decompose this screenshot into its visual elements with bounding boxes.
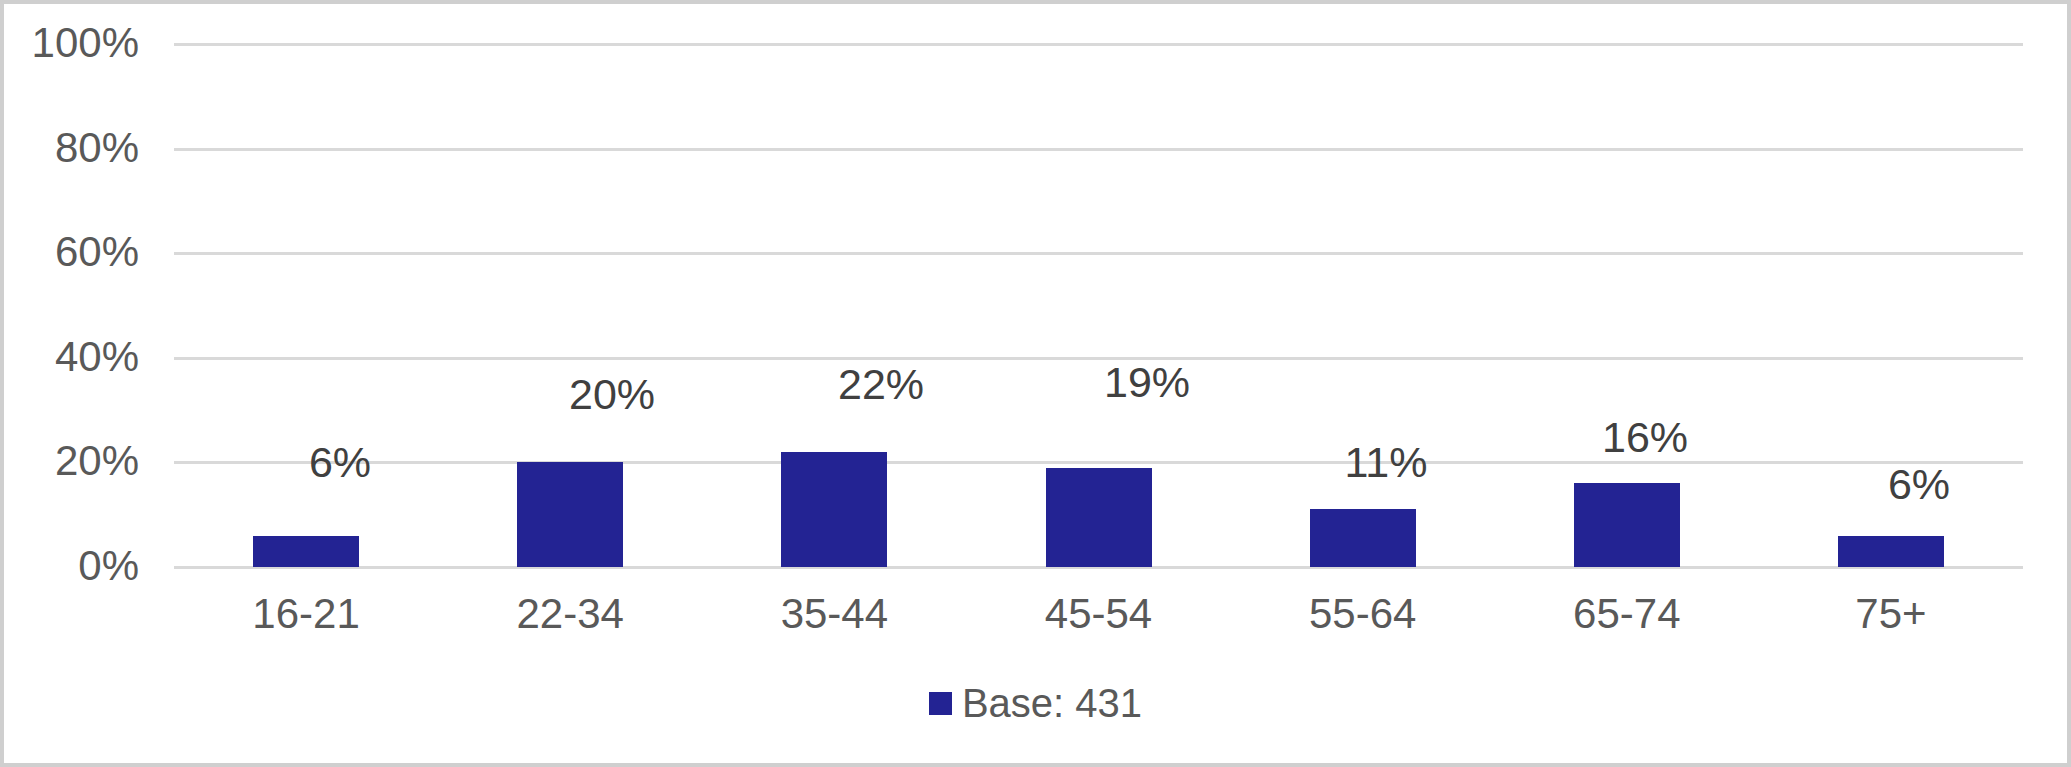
y-axis-tick-label: 40%: [4, 333, 139, 381]
gridline: [174, 148, 2023, 151]
bar-value-label: 11%: [1345, 438, 1428, 487]
bar-chart: 100% 80% 60% 40% 20% 0% 6% 20% 22% 19% 11% 16% 6% 1…: [0, 0, 2071, 767]
x-axis-category-label: 55-64: [1309, 590, 1416, 638]
bar: [1046, 468, 1152, 567]
x-axis-category-label: 45-54: [1045, 590, 1152, 638]
bar-value-label: 6%: [309, 438, 371, 487]
plot-area: [174, 44, 2023, 567]
y-axis-tick-label: 60%: [4, 228, 139, 276]
x-axis-category-label: 22-34: [516, 590, 623, 638]
legend: Base: 431: [4, 688, 2067, 718]
bar: [1310, 509, 1416, 567]
y-axis-tick-label: 80%: [4, 124, 139, 172]
bar-value-label: 20%: [569, 370, 655, 419]
legend-swatch-icon: [929, 692, 952, 715]
legend-label: Base: 431: [962, 681, 1142, 726]
y-axis-tick-label: 100%: [4, 19, 139, 67]
gridline: [174, 43, 2023, 46]
bar: [1574, 483, 1680, 567]
bar: [253, 536, 359, 567]
gridline: [174, 461, 2023, 464]
x-axis-category-label: 75+: [1855, 590, 1926, 638]
bar: [1838, 536, 1944, 567]
bar-value-label: 16%: [1602, 413, 1688, 462]
bar: [517, 462, 623, 567]
x-axis-category-label: 35-44: [781, 590, 888, 638]
x-axis-category-label: 65-74: [1573, 590, 1680, 638]
bar-value-label: 6%: [1888, 460, 1950, 509]
gridline: [174, 252, 2023, 255]
bar: [781, 452, 887, 567]
bar-value-label: 22%: [838, 360, 924, 409]
bar-value-label: 19%: [1104, 358, 1190, 407]
y-axis-tick-label: 20%: [4, 437, 139, 485]
y-axis-tick-label: 0%: [4, 542, 139, 590]
x-axis-category-label: 16-21: [252, 590, 359, 638]
gridline: [174, 357, 2023, 360]
